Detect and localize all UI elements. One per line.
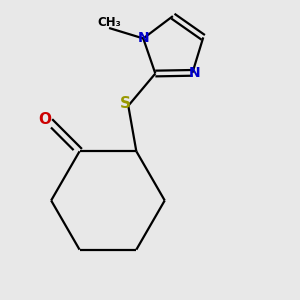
Text: S: S [120, 96, 131, 111]
Text: CH₃: CH₃ [97, 16, 121, 29]
Text: O: O [38, 112, 51, 127]
Text: N: N [137, 32, 149, 45]
Text: N: N [189, 66, 200, 80]
